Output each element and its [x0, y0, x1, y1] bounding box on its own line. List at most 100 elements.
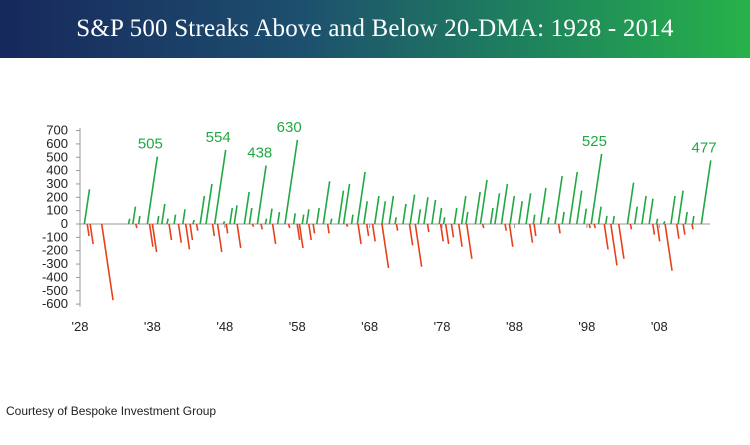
below-streak-spike [481, 223, 485, 229]
below-streak-spike [312, 223, 316, 234]
below-streak-spike [168, 223, 173, 241]
above-streak-spike [305, 209, 310, 225]
above-streak-spike [691, 215, 695, 225]
above-streak-spike [479, 179, 488, 225]
above-streak-spike [222, 221, 226, 225]
above-streak-spike [612, 215, 615, 225]
above-streak-spike [525, 193, 532, 225]
above-streak-spike [83, 189, 91, 225]
x-tick-label: '68 [361, 319, 378, 334]
above-streak-spike [431, 199, 437, 225]
below-streak-spike [414, 223, 423, 267]
above-streak-spike [532, 214, 536, 225]
below-streak-spike [298, 223, 304, 249]
above-streak-spike [256, 165, 267, 225]
above-streak-spike [489, 207, 494, 225]
below-streak-spike [504, 223, 508, 231]
y-tick-label: 200 [46, 189, 68, 204]
below-streak-spike [365, 223, 370, 237]
above-streak-spike [356, 171, 366, 225]
y-axis: 7006005004003002001000-100-200-300-400-5… [42, 123, 81, 311]
below-streak-spike [148, 223, 154, 247]
above-streak-spike [590, 153, 603, 225]
below-streak-spike [533, 223, 537, 237]
below-streak-spike [251, 223, 255, 227]
below-streak-spike [588, 223, 592, 229]
y-tick-label: 600 [46, 136, 68, 151]
below-streak-spike [675, 223, 680, 239]
above-streak-spike [417, 209, 422, 225]
peak-label: 525 [582, 133, 607, 150]
above-streak-spike [233, 205, 238, 225]
x-tick-label: '08 [651, 319, 668, 334]
above-streak-spike [568, 171, 579, 225]
above-streak-spike [268, 208, 273, 225]
above-streak-spike [373, 195, 380, 225]
peak-annotations: 505 554 438 630 525 477 [138, 119, 717, 162]
below-streak-spike [691, 223, 694, 230]
above-streak-spike [205, 183, 213, 225]
below-streak-spike [444, 223, 450, 245]
above-streak-spike [264, 218, 268, 225]
above-streak-spike [276, 211, 281, 225]
above-streak-spike [442, 217, 446, 225]
peak-label: 438 [247, 145, 272, 162]
below-streak-spike [287, 223, 291, 229]
above-streak-spike [381, 201, 387, 225]
below-streak-spike [195, 223, 199, 231]
below-streak-spike [189, 223, 194, 241]
below-streak-spike [457, 223, 463, 247]
above-streak-spike [137, 215, 141, 225]
above-streak-spike [641, 195, 647, 225]
above-streak-spike [127, 218, 131, 225]
y-tick-label: 400 [46, 163, 68, 178]
above-streak-spike [284, 139, 299, 225]
above-streak-spike [655, 218, 659, 225]
above-streak-spike [199, 195, 206, 225]
peak-label: 630 [277, 119, 302, 136]
x-tick-label: '28 [72, 319, 89, 334]
above-streak-spike [662, 221, 666, 225]
below-streak-spike [100, 223, 114, 301]
below-streak-spike [216, 223, 223, 253]
above-streak-spike [633, 206, 639, 225]
above-streak-spike [597, 206, 602, 225]
below-streak-spike [345, 223, 349, 227]
y-tick-label: 100 [46, 203, 68, 218]
below-streak-spike [134, 223, 138, 229]
chart-title: S&P 500 Streaks Above and Below 20-DMA: … [76, 15, 674, 42]
x-tick-label: '58 [289, 319, 306, 334]
above-streak-spike [453, 207, 458, 225]
above-streak-spike [301, 214, 305, 225]
above-streak-spike [316, 207, 320, 225]
above-streak-spike [394, 217, 397, 225]
title-bar: S&P 500 Streaks Above and Below 20-DMA: … [0, 0, 750, 58]
source-credit: Courtesy of Bespoke Investment Group [6, 404, 217, 418]
above-streak-spike [539, 187, 547, 225]
x-tick-label: '98 [578, 319, 595, 334]
above-streak-spike [575, 190, 583, 225]
above-streak-spike [626, 182, 635, 225]
below-streak-spike [664, 223, 673, 271]
y-tick-label: 300 [46, 176, 68, 191]
below-streak-spike [151, 223, 158, 253]
peak-label: 505 [138, 136, 163, 153]
above-streak-spike [677, 190, 684, 225]
above-streak-series [83, 139, 712, 225]
below-streak-spike [593, 223, 597, 229]
y-tick-label: 0 [61, 216, 68, 231]
above-streak-spike [146, 156, 159, 225]
below-streak-spike [236, 223, 242, 249]
above-streak-spike [438, 207, 443, 225]
y-tick-label: -300 [42, 256, 68, 271]
above-streak-spike [329, 218, 333, 225]
y-tick-label: -600 [42, 296, 68, 311]
below-streak-spike [408, 223, 414, 246]
y-tick-label: -500 [42, 283, 68, 298]
below-streak-spike [89, 223, 94, 245]
above-streak-spike [554, 175, 563, 225]
below-streak-spike [395, 223, 399, 231]
below-streak-spike [381, 223, 390, 269]
above-streak-spike [460, 195, 467, 225]
above-streak-spike [561, 211, 565, 225]
